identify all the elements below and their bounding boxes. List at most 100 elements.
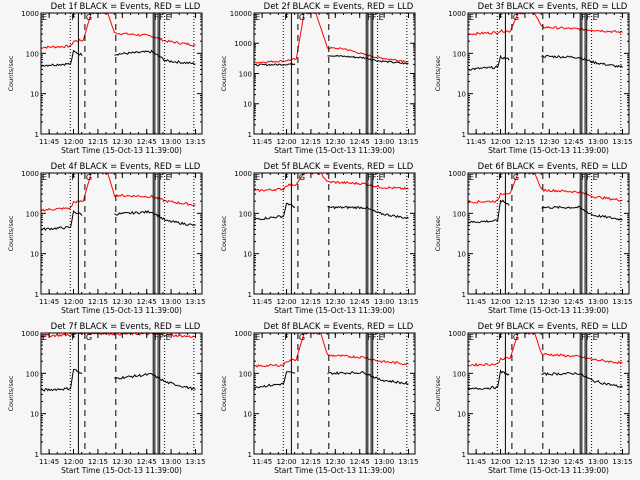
y-tick-label: 1000 — [235, 330, 253, 338]
x-tick-label: 12:00 — [490, 138, 510, 146]
lld-series — [40, 173, 196, 212]
events-series — [254, 202, 296, 221]
panel-det-2: Det 2f BLACK = Events, RED = LLDFGFFEE11… — [220, 2, 419, 155]
x-tick-label: 11:45 — [39, 458, 59, 466]
events-series — [467, 54, 510, 71]
x-tick-label: 13:00 — [161, 458, 181, 466]
panel-title: Det 5f BLACK = Events, RED = LLD — [264, 162, 414, 172]
x-tick-label: 12:45 — [137, 138, 157, 146]
x-tick-label: 12:30 — [326, 298, 346, 306]
marker-label: E — [255, 173, 260, 182]
marker-label: E — [166, 13, 171, 22]
marker-label: F — [368, 173, 373, 182]
marker-label: G — [299, 13, 305, 22]
x-axis-label: Start Time (15-Oct-13 11:39:00) — [274, 306, 395, 315]
marker-label: F — [154, 333, 159, 342]
lld-series — [40, 13, 196, 49]
marker-label: G — [299, 173, 305, 182]
y-tick-label: 100 — [239, 370, 252, 378]
x-tick-label: 12:45 — [563, 138, 583, 146]
x-tick-label: 13:15 — [612, 138, 632, 146]
y-tick-label: 1 — [461, 451, 465, 459]
events-series — [40, 209, 83, 231]
marker-label: F — [372, 333, 377, 342]
marker-label: G — [86, 173, 92, 182]
x-tick-label: 12:30 — [326, 138, 346, 146]
y-tick-label: 10 — [457, 411, 466, 419]
x-tick-label: 12:45 — [563, 298, 583, 306]
events-series — [467, 369, 510, 391]
x-axis-label: Start Time (15-Oct-13 11:39:00) — [488, 306, 609, 315]
panel-title: Det 1f BLACK = Events, RED = LLD — [51, 2, 201, 12]
y-tick-label: 100 — [452, 50, 465, 58]
x-tick-label: 13:00 — [588, 138, 608, 146]
marker-label: F — [154, 173, 159, 182]
x-tick-label: 13:00 — [374, 458, 394, 466]
marker-label: G — [86, 333, 92, 342]
plot-frame — [467, 12, 630, 135]
x-tick-label: 12:45 — [137, 298, 157, 306]
x-tick-label: 11:45 — [252, 298, 272, 306]
marker-label: F — [586, 333, 591, 342]
series-group — [467, 333, 623, 391]
x-tick-label: 12:30 — [539, 298, 559, 306]
x-tick-label: 11:45 — [466, 298, 486, 306]
plot-frame — [40, 12, 203, 135]
events-series — [467, 199, 510, 224]
y-axis-label: Counts/sec — [434, 215, 442, 251]
series-group — [254, 333, 410, 389]
events-series — [40, 49, 83, 67]
marker-label: E — [469, 333, 474, 342]
plot-frame — [467, 172, 630, 295]
x-tick-label: 12:00 — [490, 298, 510, 306]
y-tick-label: 1000 — [21, 10, 39, 18]
marker-label: E — [379, 333, 384, 342]
y-axis-label: Counts/sec — [220, 375, 228, 411]
marker-label: F — [581, 13, 586, 22]
y-tick-label: 100 — [239, 210, 252, 218]
y-axis-label: Counts/sec — [434, 55, 442, 91]
x-tick-label: 12:30 — [539, 138, 559, 146]
marker-label: E — [469, 13, 474, 22]
y-tick-label: 1000 — [21, 330, 39, 338]
x-axis-label: Start Time (15-Oct-13 11:39:00) — [61, 306, 182, 315]
marker-label: E — [255, 333, 260, 342]
x-tick-label: 12:00 — [277, 458, 297, 466]
series-group — [254, 173, 410, 221]
y-tick-label: 1 — [248, 291, 252, 299]
marker-label: F — [581, 333, 586, 342]
series-group — [40, 173, 196, 231]
lld-series — [254, 333, 410, 368]
x-tick-label: 12:45 — [350, 298, 370, 306]
panel-title: Det 8f BLACK = Events, RED = LLD — [264, 322, 414, 332]
x-tick-label: 12:00 — [63, 298, 83, 306]
y-tick-label: 1 — [35, 291, 39, 299]
marker-label: E — [166, 173, 171, 182]
x-tick-label: 12:30 — [112, 298, 132, 306]
marker-label: F — [586, 173, 591, 182]
y-tick-label: 100 — [26, 210, 39, 218]
y-axis-label: Counts/sec — [220, 215, 228, 251]
x-tick-label: 12:15 — [88, 458, 108, 466]
x-tick-label: 12:30 — [112, 138, 132, 146]
marker-label: F — [372, 173, 377, 182]
panel-title: Det 3f BLACK = Events, RED = LLD — [477, 2, 627, 12]
y-tick-label: 10 — [30, 251, 39, 259]
y-tick-label: 100 — [26, 370, 39, 378]
y-tick-label: 10 — [457, 251, 466, 259]
y-tick-label: 1000 — [448, 330, 466, 338]
lld-series — [467, 173, 623, 204]
panel-det-4: Det 4f BLACK = Events, RED = LLDFGFFEE11… — [7, 162, 206, 315]
marker-label: E — [166, 333, 171, 342]
marker-label: F — [581, 173, 586, 182]
x-tick-label: 12:30 — [539, 458, 559, 466]
marker-label: F — [159, 13, 164, 22]
panel-det-1: Det 1f BLACK = Events, RED = LLDFGFFEE11… — [7, 2, 206, 155]
panel-det-8: Det 8f BLACK = Events, RED = LLDFGFFEE11… — [220, 322, 419, 475]
x-tick-label: 13:15 — [399, 458, 419, 466]
marker-label: G — [86, 13, 92, 22]
plot-frame — [467, 332, 630, 455]
x-tick-label: 12:00 — [277, 138, 297, 146]
x-tick-label: 12:15 — [88, 138, 108, 146]
